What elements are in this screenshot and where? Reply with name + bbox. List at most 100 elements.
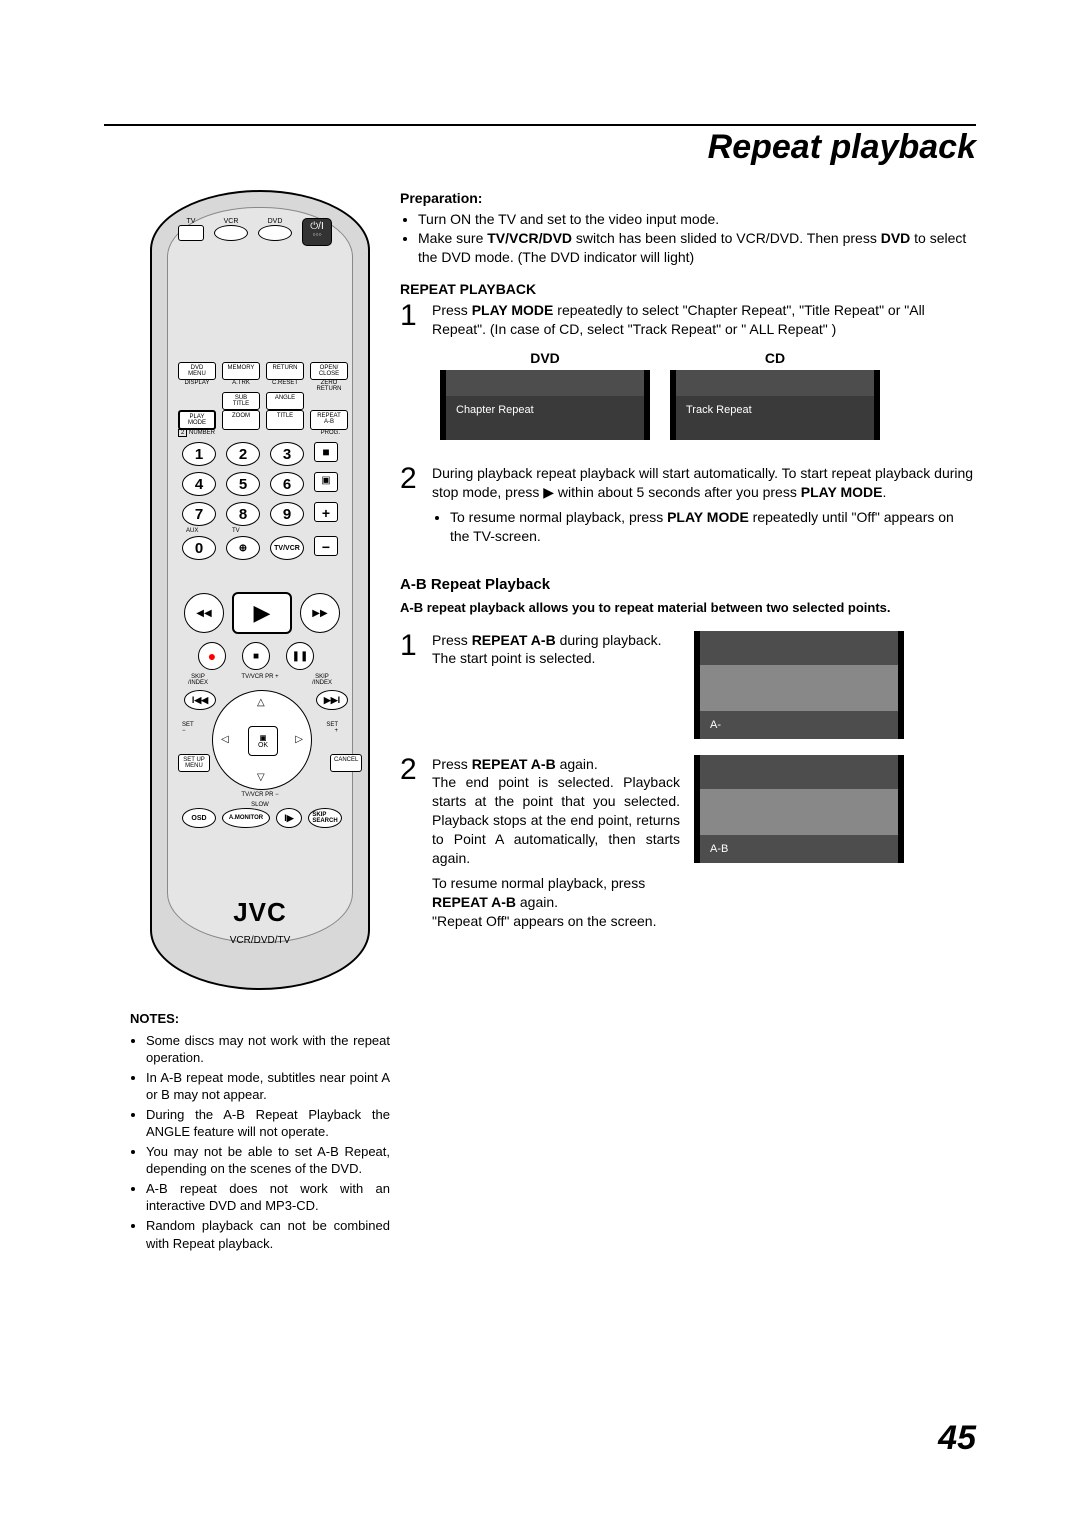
num-8: 8 — [226, 502, 260, 526]
skip-search-button: SKIP SEARCH — [308, 808, 342, 828]
dvd-menu-button: DVD MENU — [178, 362, 216, 380]
fastfwd-button: ▶▶ — [300, 593, 340, 633]
num-7: 7 — [182, 502, 216, 526]
repeat-ab-button: REPEAT A-B — [310, 410, 348, 430]
step-2-bullet: To resume normal playback, press PLAY MO… — [450, 508, 976, 546]
play-mode-button: PLAY MODE — [178, 410, 216, 430]
note-item: You may not be able to set A-B Repeat, d… — [146, 1143, 390, 1178]
tvvcr-button: TV/VCR — [270, 536, 304, 560]
return-button: RETURN — [266, 362, 304, 380]
num-0: 0 — [182, 536, 216, 560]
notes-section: NOTES: Some discs may not work with the … — [130, 1010, 390, 1254]
step-1-text: Press PLAY MODE repeatedly to select "Ch… — [432, 301, 976, 339]
skip-prev-button: I◀◀ — [184, 690, 216, 710]
note-item: Random playback can not be combined with… — [146, 1217, 390, 1252]
step-number: 1 — [400, 631, 424, 661]
num-5: 5 — [226, 472, 260, 496]
page-rule — [104, 124, 976, 126]
input-icon: ⊕ — [226, 536, 260, 560]
osd-cd-label: CD — [670, 350, 880, 366]
tvvcr-pr-minus-label: TV/VCR PR − — [152, 792, 368, 798]
minus-button: − — [314, 536, 338, 556]
ab-intro: A-B repeat playback allows you to repeat… — [400, 599, 976, 617]
osd-cd-text: Track Repeat — [686, 404, 752, 416]
notes-list: Some discs may not work with the repeat … — [130, 1032, 390, 1253]
osd-dvd-label: DVD — [440, 350, 650, 366]
setup-menu-button: SET UP MENU — [178, 754, 210, 772]
note-item: During the A-B Repeat Playback the ANGLE… — [146, 1106, 390, 1141]
number-label: NUMBER — [189, 430, 215, 436]
note-item: Some discs may not work with the repeat … — [146, 1032, 390, 1067]
step-2-text: During playback repeat playback will sta… — [432, 465, 973, 500]
ab-step-1: Press REPEAT A-B during playback.The sta… — [432, 631, 680, 669]
set-plus-label: SET + — [326, 722, 338, 734]
dvd-label: DVD — [258, 218, 292, 225]
tvvcr-pr-plus-label: TV/VCR PR + — [152, 674, 368, 680]
stop-button: ■ — [242, 642, 270, 670]
note-item: A-B repeat does not work with an interac… — [146, 1180, 390, 1215]
preparation-heading: Preparation: — [400, 190, 976, 206]
num-1: 1 — [182, 442, 216, 466]
step-number: 2 — [400, 755, 424, 785]
subtitle-button: SUB TITLE — [222, 392, 260, 410]
plus-button: + — [314, 502, 338, 522]
repeat-heading: REPEAT PLAYBACK — [400, 281, 976, 297]
record-button: ● — [198, 642, 226, 670]
ab-caption-1: A- — [710, 719, 721, 731]
num-6: 6 — [270, 472, 304, 496]
step-number: 2 — [400, 464, 424, 494]
ab-figure-1: A- — [694, 631, 904, 739]
prep-bullet: Make sure TV/VCR/DVD switch has been sli… — [418, 229, 976, 267]
title-button: TITLE — [266, 410, 304, 430]
zoom-button: ZOOM — [222, 410, 260, 430]
page-title: Repeat playback — [708, 128, 976, 167]
num-9: 9 — [270, 502, 304, 526]
memory-button: MEMORY — [222, 362, 260, 380]
slow-play-button: I▶ — [276, 808, 302, 828]
notes-heading: NOTES: — [130, 1010, 390, 1028]
num-4: 4 — [182, 472, 216, 496]
play-button: ▶ — [232, 592, 292, 634]
prog-label: PROG. — [321, 430, 340, 436]
main-content: Preparation: Turn ON the TV and set to t… — [400, 190, 976, 947]
brand-sub: VCR/DVD/TV — [152, 935, 368, 946]
display-label: DISPLAY — [178, 380, 216, 392]
atrk-label: A.TRK — [222, 380, 260, 392]
num-3: 3 — [270, 442, 304, 466]
osd-dvd-screen: Chapter Repeat — [440, 370, 650, 440]
open-close-button: OPEN/ CLOSE — [310, 362, 348, 380]
clock-icon: ▣ — [314, 472, 338, 492]
ab-caption-2: A-B — [710, 843, 728, 855]
num-2: 2 — [226, 442, 260, 466]
cancel-button: CANCEL — [330, 754, 362, 772]
zeroreturn-label: ZERO RETURN — [310, 380, 348, 392]
ab-heading: A-B Repeat Playback — [400, 576, 976, 593]
skip-next-button: ▶▶I — [316, 690, 348, 710]
ab-figure-2: A-B — [694, 755, 904, 863]
tv-small-label: TV — [232, 528, 240, 534]
osd-button: OSD — [182, 808, 216, 828]
angle-button: ANGLE — [266, 392, 304, 410]
amonitor-button: A.MONITOR — [222, 808, 270, 828]
pause-button: ❚❚ — [286, 642, 314, 670]
power-button: ⏻/I○○○ — [302, 218, 332, 246]
prep-bullet: Turn ON the TV and set to the video inpu… — [418, 210, 976, 229]
stop-icon: ■ — [314, 442, 338, 462]
ab-step-2: Press REPEAT A-B again.The end point is … — [432, 755, 680, 868]
page-number: 45 — [938, 1419, 976, 1458]
ok-button: ▣OK — [248, 726, 278, 756]
creset-label: C.RESET — [266, 380, 304, 392]
brand-logo: JVC — [152, 897, 368, 928]
step-number: 1 — [400, 301, 424, 331]
osd-cd-screen: Track Repeat — [670, 370, 880, 440]
rewind-button: ◀◀ — [184, 593, 224, 633]
vcr-label: VCR — [214, 218, 248, 225]
remote-control-illustration: TV VCR DVD ⏻/I○○○ DVD MENU MEMORY RETURN… — [150, 190, 370, 990]
ab-resume: To resume normal playback, press REPEAT … — [432, 874, 680, 931]
aux-label: AUX — [186, 528, 198, 534]
tv-label: TV — [178, 218, 204, 225]
dpad: △ ▽ ◁ ▷ ▣OK — [212, 690, 312, 790]
note-item: In A-B repeat mode, subtitles near point… — [146, 1069, 390, 1104]
set-minus-label: SET − — [182, 722, 194, 734]
osd-dvd-text: Chapter Repeat — [456, 404, 534, 416]
